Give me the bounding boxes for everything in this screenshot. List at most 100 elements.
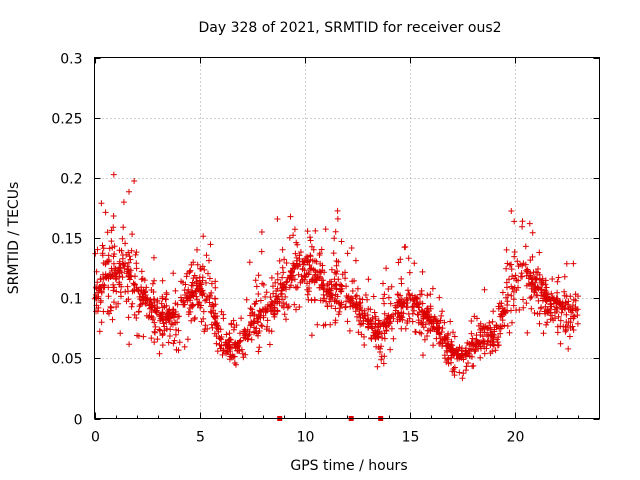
data-point xyxy=(132,281,138,288)
data-point xyxy=(291,265,298,272)
data-point xyxy=(126,188,132,195)
data-point xyxy=(543,321,550,328)
data-point xyxy=(380,360,387,367)
data-point xyxy=(317,260,324,267)
data-point xyxy=(566,333,573,340)
data-point xyxy=(370,329,377,336)
data-point xyxy=(402,243,409,250)
data-point xyxy=(383,265,390,272)
data-point xyxy=(515,277,522,284)
data-point xyxy=(284,278,291,285)
data-point xyxy=(173,346,180,353)
data-point xyxy=(504,284,510,291)
data-point xyxy=(165,339,172,346)
data-point xyxy=(94,246,101,253)
data-point xyxy=(257,297,264,304)
data-point xyxy=(418,330,425,337)
data-point xyxy=(142,288,149,295)
data-point xyxy=(226,330,233,337)
data-point xyxy=(249,310,255,317)
data-point xyxy=(528,281,535,288)
data-point xyxy=(119,274,126,281)
data-point xyxy=(175,327,182,334)
data-point xyxy=(200,233,207,240)
data-point xyxy=(479,339,486,346)
data-point xyxy=(151,254,157,261)
data-point xyxy=(283,316,289,323)
data-point xyxy=(105,252,112,259)
data-point xyxy=(405,311,412,317)
data-point xyxy=(362,292,369,298)
data-point xyxy=(208,280,215,287)
data-point xyxy=(538,286,545,293)
data-point xyxy=(129,231,136,238)
data-point xyxy=(492,347,499,354)
data-point xyxy=(460,370,467,377)
data-point xyxy=(293,239,300,246)
data-point xyxy=(439,325,446,332)
data-point xyxy=(414,295,421,302)
data-point xyxy=(184,294,191,301)
data-point xyxy=(230,317,237,324)
data-point xyxy=(316,284,323,291)
data-point xyxy=(527,273,534,280)
data-point xyxy=(554,298,561,305)
data-point xyxy=(110,171,117,178)
data-point xyxy=(163,291,170,298)
data-point xyxy=(481,350,488,357)
data-point xyxy=(153,309,160,316)
data-point xyxy=(360,320,367,327)
data-point xyxy=(159,277,166,284)
data-point xyxy=(297,249,304,255)
data-point xyxy=(263,289,270,296)
data-point xyxy=(267,302,274,309)
data-point xyxy=(543,284,550,291)
data-point xyxy=(324,303,331,310)
data-point xyxy=(145,314,152,321)
data-point xyxy=(308,243,315,250)
data-point xyxy=(509,285,516,292)
data-point xyxy=(214,348,221,355)
data-point xyxy=(201,266,208,273)
data-point xyxy=(302,255,309,262)
data-point xyxy=(351,277,358,284)
data-point xyxy=(188,288,195,295)
data-point xyxy=(152,323,159,330)
data-point xyxy=(297,279,304,286)
data-point xyxy=(307,237,314,244)
data-point xyxy=(212,284,219,291)
data-point xyxy=(332,282,339,289)
data-point xyxy=(213,333,220,340)
data-point xyxy=(182,281,189,288)
data-point xyxy=(419,300,426,307)
data-point xyxy=(511,275,517,282)
data-point xyxy=(528,293,535,300)
data-point xyxy=(450,366,457,372)
chart-title: Day 328 of 2021, SRMTID for receiver ous… xyxy=(198,20,501,36)
data-point xyxy=(98,200,105,207)
data-point xyxy=(471,348,478,355)
data-point xyxy=(202,297,209,304)
data-point xyxy=(208,289,215,296)
data-point xyxy=(220,315,227,322)
data-point xyxy=(279,274,286,281)
data-point xyxy=(548,290,555,297)
data-point xyxy=(255,291,262,297)
data-point xyxy=(344,250,351,257)
data-point xyxy=(554,329,561,336)
data-point xyxy=(148,287,155,293)
data-point xyxy=(458,354,465,361)
data-point xyxy=(172,319,179,326)
data-point xyxy=(343,293,350,299)
data-point xyxy=(132,273,138,280)
data-point xyxy=(279,264,286,271)
data-point xyxy=(562,305,568,312)
data-point xyxy=(497,303,504,310)
data-point xyxy=(198,287,205,294)
data-point xyxy=(536,310,543,317)
data-point xyxy=(542,303,549,310)
data-point xyxy=(519,223,526,230)
grid-lines xyxy=(94,57,600,419)
data-point xyxy=(293,254,300,261)
data-point xyxy=(196,283,203,290)
